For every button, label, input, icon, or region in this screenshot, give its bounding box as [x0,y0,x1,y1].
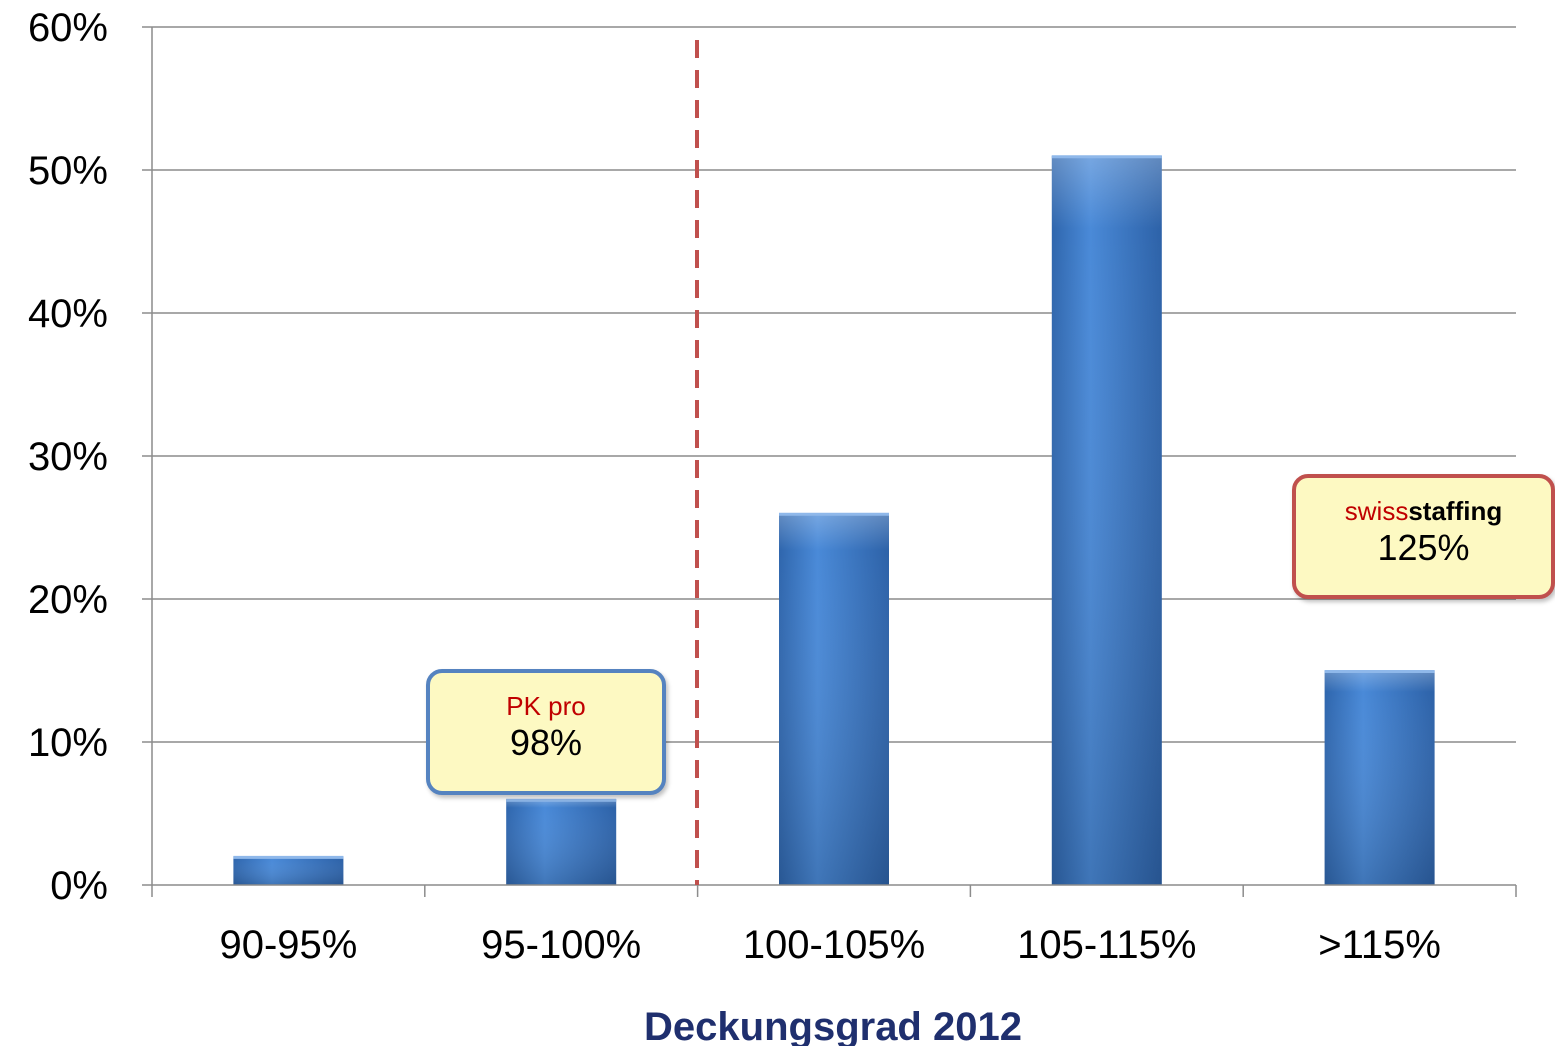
y-tick-label: 20% [28,578,108,622]
y-tick-label: 10% [28,721,108,765]
gridlines [152,26,1516,743]
x-axis-label: Deckungsgrad 2012 [644,1005,1022,1046]
pk-pro-callout-value: 98% [509,722,583,763]
y-tick-label: 50% [28,149,108,193]
pk-pro-callout: PK pro 98% [426,669,666,795]
tick-labels: 0% 10% 20% 30% 40% 50% 60% 90-95% 95-100% 100-105… [28,6,1441,967]
y-tick-label: 30% [28,435,108,479]
bar-shade-1 [506,799,617,885]
x-tick-label: 95-100% [481,923,641,967]
swissstaffing-title-bold: staffing [1408,496,1503,526]
bar-shade-3 [1051,155,1162,885]
x-tick-label: 100-105% [743,923,925,967]
x-tick-label: >115% [1318,923,1441,967]
y-tick-label: 0% [50,864,108,908]
axes [142,26,1517,897]
swissstaffing-callout-title: swissstaffing [1296,496,1551,526]
pk-pro-callout-title: PK pro [506,691,586,721]
bars [233,155,1435,885]
bar-shade-2 [779,513,889,885]
y-tick-label: 60% [28,6,108,50]
y-tick-label: 40% [28,292,108,336]
bar-shade-0 [233,856,344,885]
swissstaffing-title-prefix: swiss [1344,496,1409,526]
x-tick-label: 105-115% [1017,923,1196,967]
swissstaffing-callout-value: 125% [1377,527,1470,568]
x-tick-label: 90-95% [219,923,357,967]
bar-shade-4 [1324,670,1435,885]
swissstaffing-callout: swissstaffing 125% [1292,474,1555,599]
